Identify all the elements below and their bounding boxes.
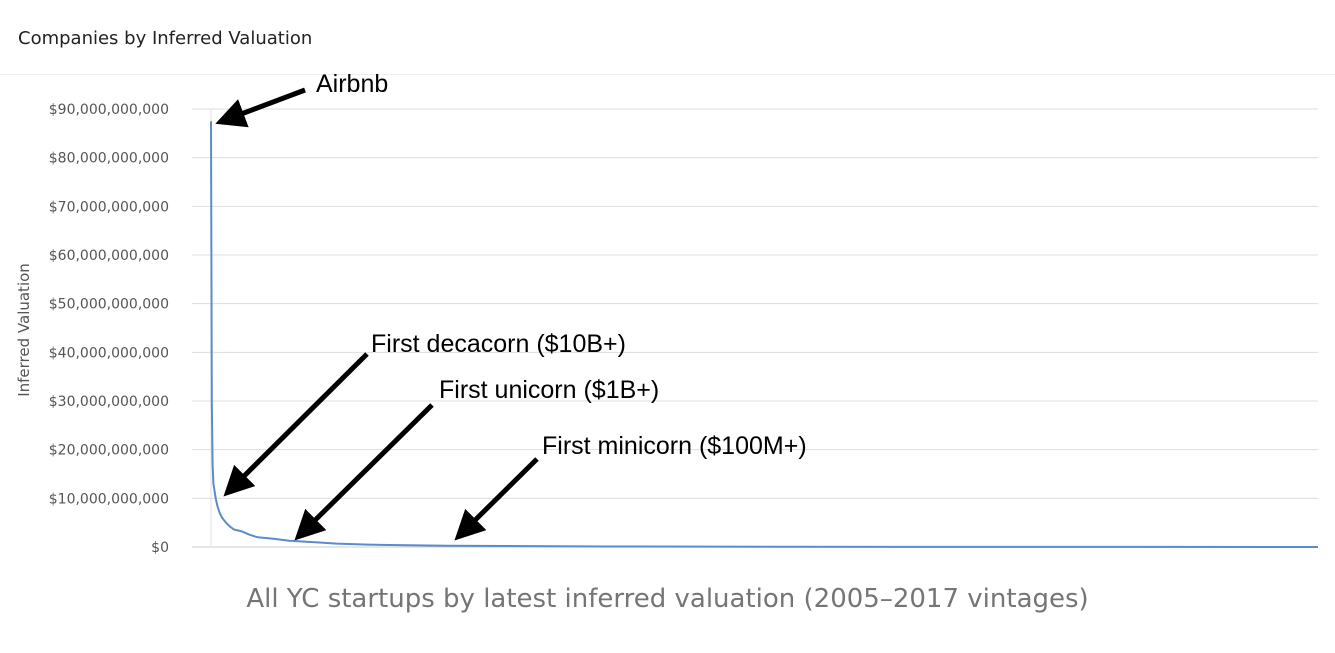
series-layer	[210, 121, 1319, 548]
annotation-arrow	[294, 403, 434, 541]
annotation-arrow	[215, 87, 306, 128]
chart-header: Companies by Inferred Valuation	[0, 0, 1335, 75]
annotation-layer: Airbnb First decacorn ($10B+) First unicor…	[215, 70, 807, 541]
annotation-airbnb: Airbnb	[215, 70, 388, 128]
y-tick-label: $80,000,000,000	[49, 151, 169, 167]
figure-caption: All YC startups by latest inferred valua…	[246, 584, 1089, 614]
annotation-first-minicorn: First minicorn ($100M+)	[454, 432, 807, 541]
annotation-label: First unicorn ($1B+)	[439, 376, 659, 404]
annotation-label: First minicorn ($100M+)	[542, 432, 807, 460]
y-axis-label: Inferred Valuation	[15, 263, 33, 397]
y-tick-label: $90,000,000,000	[49, 102, 169, 118]
annotation-arrow	[454, 457, 539, 541]
y-tick-label: $0	[151, 540, 169, 556]
y-tick-label: $70,000,000,000	[49, 199, 169, 215]
y-tick-label: $20,000,000,000	[49, 443, 169, 459]
y-tick-label: $10,000,000,000	[49, 491, 169, 507]
y-tick-label: $50,000,000,000	[49, 297, 169, 313]
annotation-label: First decacorn ($10B+)	[371, 330, 626, 358]
axis-layer: $0 $10,000,000,000 $20,000,000,000 $30,000,…	[49, 102, 212, 556]
y-tick-label: $30,000,000,000	[49, 394, 169, 410]
chart-title: Companies by Inferred Valuation	[18, 28, 313, 49]
y-tick-label: $60,000,000,000	[49, 248, 169, 264]
series-line	[210, 121, 1319, 548]
annotation-label: Airbnb	[316, 70, 388, 98]
y-tick-label: $40,000,000,000	[49, 345, 169, 361]
grid-layer	[192, 108, 1318, 548]
annotation-arrow	[223, 352, 369, 497]
annotation-first-decacorn: First decacorn ($10B+)	[223, 330, 626, 497]
annotation-first-unicorn: First unicorn ($1B+)	[294, 376, 659, 541]
